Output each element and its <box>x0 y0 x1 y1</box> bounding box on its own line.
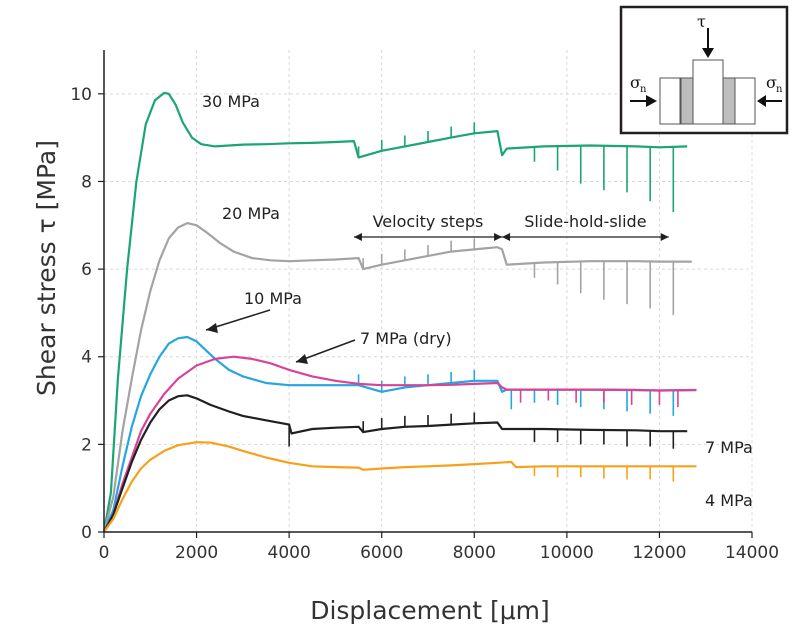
arrow-right-icon <box>660 233 669 241</box>
velocity-steps-label: Velocity steps <box>373 212 484 231</box>
series-labels: 30 MPa 20 MPa 10 MPa 7 MPa (dry) 7 MPa 4 MPa <box>202 92 753 510</box>
x-tick-label: 12000 <box>632 543 686 563</box>
series-line <box>103 355 697 533</box>
series-label: 30 MPa <box>202 92 260 111</box>
y-ticks: 0 2 4 6 8 10 <box>70 85 104 543</box>
inset-sigma-right: σ <box>766 73 777 92</box>
series-label: 7 MPa <box>705 438 753 457</box>
inset-sigma-left-sub: n <box>640 84 647 95</box>
series-label: 10 MPa <box>244 289 302 308</box>
inset-tau-label: τ <box>697 12 706 31</box>
x-tick-label: 14000 <box>725 543 779 563</box>
series-layer <box>102 91 697 533</box>
x-tick-label: 8000 <box>453 543 496 563</box>
shear-configuration-inset: τ σ n σ n <box>619 5 789 135</box>
annotations: Velocity steps Slide-hold-slide <box>353 212 669 241</box>
series-line <box>103 441 697 533</box>
series-label: 7 MPa (dry) <box>360 329 452 348</box>
arrow-left-icon <box>502 233 511 241</box>
arrow-left-icon <box>353 233 362 241</box>
y-tick-label: 6 <box>81 260 92 280</box>
label-arrow-10mpa-icon <box>206 323 218 333</box>
series-line <box>103 394 688 533</box>
x-tick-label: 6000 <box>360 543 403 563</box>
x-tick-label: 0 <box>99 543 110 563</box>
x-axis-label: Displacement [μm] <box>310 596 550 625</box>
y-tick-label: 0 <box>81 523 92 543</box>
x-tick-label: 4000 <box>268 543 311 563</box>
inset-sigma-left: σ <box>630 73 641 92</box>
y-tick-label: 8 <box>81 172 92 192</box>
series-line <box>102 222 692 533</box>
right-gouge-layer <box>722 77 736 125</box>
inset-sigma-right-sub: n <box>776 84 783 95</box>
tau-arrow-icon <box>702 48 714 58</box>
left-normal-arrow-icon <box>646 95 657 107</box>
series-label: 4 MPa <box>705 491 753 510</box>
axes <box>103 50 752 533</box>
y-tick-label: 10 <box>70 85 92 105</box>
y-tick-label: 4 <box>81 348 92 368</box>
series-line <box>102 91 688 533</box>
y-axis-label: Shear stress τ [MPa] <box>32 140 61 396</box>
x-tick-label: 2000 <box>175 543 218 563</box>
series-line <box>102 335 697 533</box>
y-tick-label: 2 <box>81 435 92 455</box>
right-normal-arrow-icon <box>757 95 766 107</box>
arrow-right-icon <box>494 233 503 241</box>
slide-hold-slide-label: Slide-hold-slide <box>524 212 646 231</box>
left-gouge-layer <box>680 77 694 125</box>
label-arrow-7mpa-dry-icon <box>296 354 308 364</box>
right-side-block <box>734 77 756 125</box>
center-block <box>692 59 724 125</box>
x-tick-label: 10000 <box>540 543 594 563</box>
series-label: 20 MPa <box>222 204 280 223</box>
x-ticks: 0 2000 4000 6000 8000 10000 12000 14000 <box>99 532 779 563</box>
left-side-block <box>659 77 681 125</box>
